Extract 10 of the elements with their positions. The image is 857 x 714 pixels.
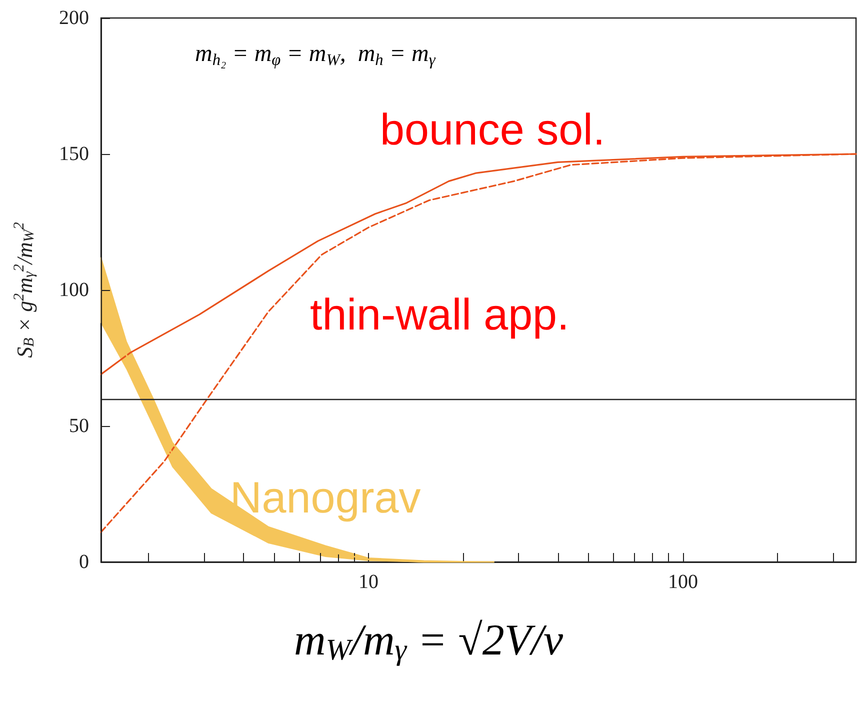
- series-label: bounce sol.: [380, 106, 606, 154]
- y-tick-label: 200: [59, 7, 89, 29]
- y-tick-label: 0: [79, 551, 89, 573]
- text: SB × g2mγ2/mW2: [12, 222, 38, 358]
- y-tick-label: 50: [69, 415, 89, 437]
- series-label: thin-wall app.: [310, 290, 570, 340]
- y-tick-label: 100: [59, 279, 89, 301]
- x-tick-label: 10: [358, 571, 379, 593]
- series-label: Nanograv: [230, 474, 421, 522]
- y-tick-label: 150: [59, 143, 89, 165]
